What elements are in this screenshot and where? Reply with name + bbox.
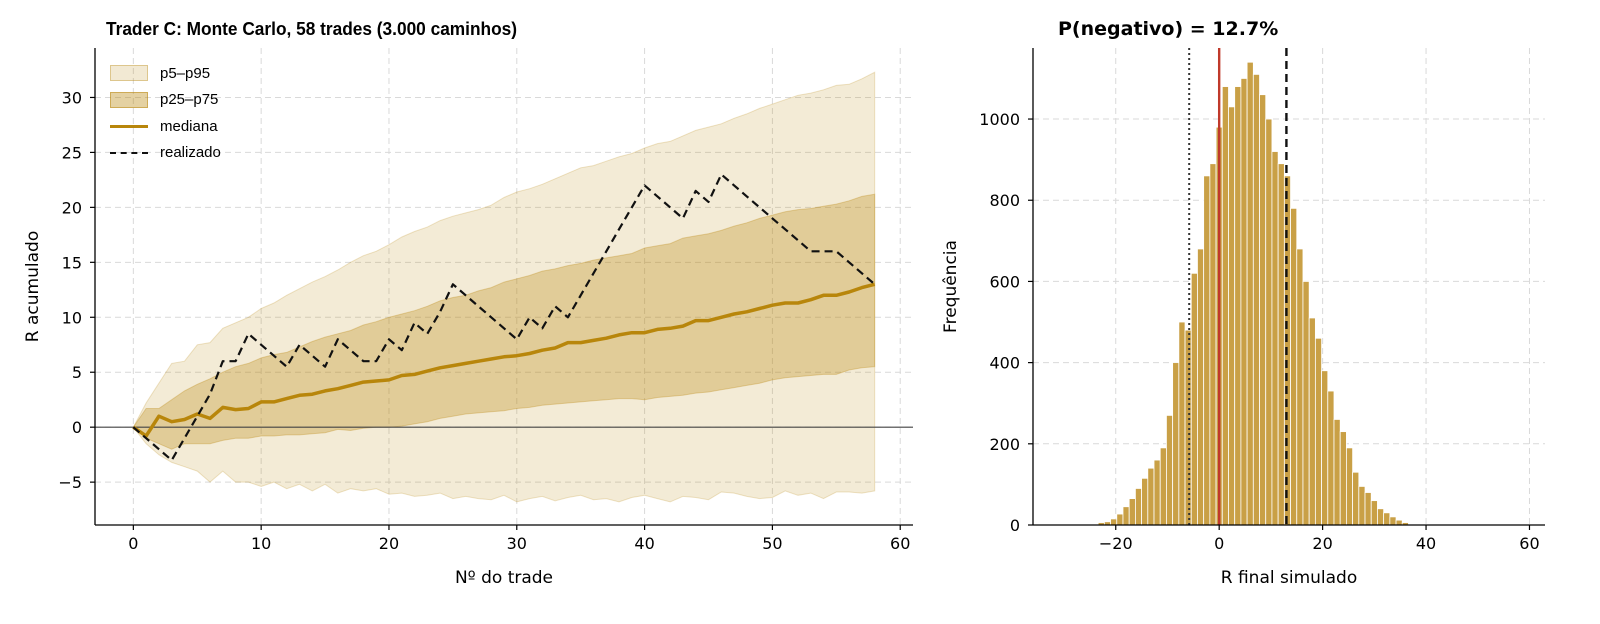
legend-item-median: mediana: [104, 113, 221, 140]
legend-swatch-inner-band: [110, 91, 148, 108]
band-p5-p95: [132, 71, 876, 503]
x-tick-label: 60: [1519, 534, 1539, 553]
histogram-bar: [1110, 518, 1118, 526]
histogram-bar: [1333, 419, 1341, 526]
legend-swatch-outer-band: [110, 65, 148, 82]
legend-label-outer-band: p5–p95: [160, 64, 211, 82]
histogram-bar: [1190, 272, 1198, 526]
histogram-bar: [1271, 151, 1279, 526]
histogram-bar: [1290, 207, 1298, 526]
y-tick-label: 1000: [979, 110, 1020, 129]
x-tick-label: 60: [890, 534, 910, 553]
legend: p5–p95 p25–p75 mediana realizado: [104, 60, 221, 166]
histogram-bar: [1389, 516, 1397, 526]
histogram-bar: [1308, 317, 1316, 526]
y-tick-label: 400: [989, 354, 1020, 373]
histogram-bar: [1314, 337, 1322, 526]
x-tick-label: 0: [1214, 534, 1224, 553]
histogram-bar: [1370, 500, 1378, 526]
histogram-bar: [1116, 513, 1124, 526]
y-tick-label: 0: [72, 418, 82, 437]
histogram-bar: [1221, 86, 1229, 526]
left-chart-title: Trader C: Monte Carlo, 58 trades (3.000 …: [106, 19, 518, 39]
histogram-bar: [1240, 78, 1248, 526]
histogram-bar: [1153, 459, 1161, 526]
y-axis-label: Frequência: [941, 240, 961, 333]
histogram-bar: [1147, 467, 1155, 526]
histogram-bar: [1358, 486, 1366, 526]
y-tick-label: 20: [62, 198, 82, 217]
histogram-bar: [1209, 163, 1217, 526]
histogram-bar: [1172, 362, 1180, 526]
histogram-bar: [1135, 488, 1143, 526]
legend-label-realized: realizado: [160, 144, 221, 162]
histogram-bar: [1364, 492, 1372, 526]
y-tick-label: 15: [62, 253, 82, 272]
histogram-bar: [1302, 281, 1310, 526]
x-tick-label: −20: [1099, 534, 1133, 553]
legend-item-outer-band: p5–p95: [104, 60, 221, 87]
x-tick-label: 0: [128, 534, 138, 553]
legend-label-inner-band: p25–p75: [160, 91, 219, 109]
histogram-bar: [1228, 106, 1236, 526]
legend-item-inner-band: p25–p75: [104, 87, 221, 114]
y-tick-label: −5: [58, 473, 82, 492]
legend-label-median: mediana: [160, 117, 218, 135]
histogram-bar: [1383, 512, 1391, 526]
histogram-bar: [1128, 498, 1136, 526]
y-tick-label: 800: [989, 191, 1020, 210]
x-tick-label: 50: [762, 534, 782, 553]
histogram-bar: [1122, 506, 1130, 526]
histogram-bar: [1259, 94, 1267, 526]
monte-carlo-chart: 0 10 20 30 40 50 60 −5 0 5 10 15 20 25 30 Nº do trade R …: [23, 48, 913, 588]
histogram-bar: [1178, 321, 1186, 526]
y-tick-label: 600: [989, 272, 1020, 291]
x-tick-label: 20: [379, 534, 399, 553]
histogram-bar: [1377, 508, 1385, 526]
legend-swatch-median: [110, 124, 148, 128]
histogram-bar: [1321, 370, 1329, 526]
histogram-bar: [1395, 519, 1403, 526]
histogram-bar: [1166, 414, 1174, 526]
y-tick-label: 25: [62, 143, 82, 162]
histogram-bar: [1296, 248, 1304, 526]
x-axis-label: R final simulado: [1221, 568, 1358, 588]
x-axis-label: Nº do trade: [455, 568, 553, 588]
histogram-bar: [1339, 431, 1347, 526]
histogram-bar: [1184, 329, 1192, 526]
histogram-bar: [1197, 248, 1205, 526]
y-tick-label: 10: [62, 308, 82, 327]
legend-item-realized: realizado: [104, 140, 221, 167]
histogram-bar: [1159, 447, 1167, 526]
histogram-bar: [1277, 163, 1285, 526]
y-tick-label: 5: [72, 363, 82, 382]
histogram-bar: [1234, 86, 1242, 526]
histogram-bar: [1327, 390, 1335, 526]
right-chart-title: P(negativo) = 12.7%: [1058, 18, 1279, 40]
histogram-bar: [1352, 471, 1360, 526]
histogram-bar: [1141, 477, 1149, 526]
y-tick-label: 30: [62, 88, 82, 107]
x-tick-label: 20: [1312, 534, 1332, 553]
histogram-bar: [1265, 118, 1273, 526]
histogram-bar: [1346, 447, 1354, 526]
legend-swatch-realized: [110, 151, 148, 154]
histogram-bar: [1246, 61, 1254, 526]
x-tick-label: 40: [1416, 534, 1436, 553]
x-tick-label: 30: [507, 534, 527, 553]
histogram-bar: [1252, 73, 1260, 526]
histogram-bar: [1203, 175, 1211, 526]
y-tick-label: 0: [1010, 516, 1020, 535]
median-line: [132, 282, 876, 438]
y-axis-label: R acumulado: [23, 231, 43, 342]
x-tick-label: 40: [634, 534, 654, 553]
realized-line: [132, 173, 876, 462]
y-tick-label: 200: [989, 435, 1020, 454]
x-tick-label: 10: [251, 534, 271, 553]
